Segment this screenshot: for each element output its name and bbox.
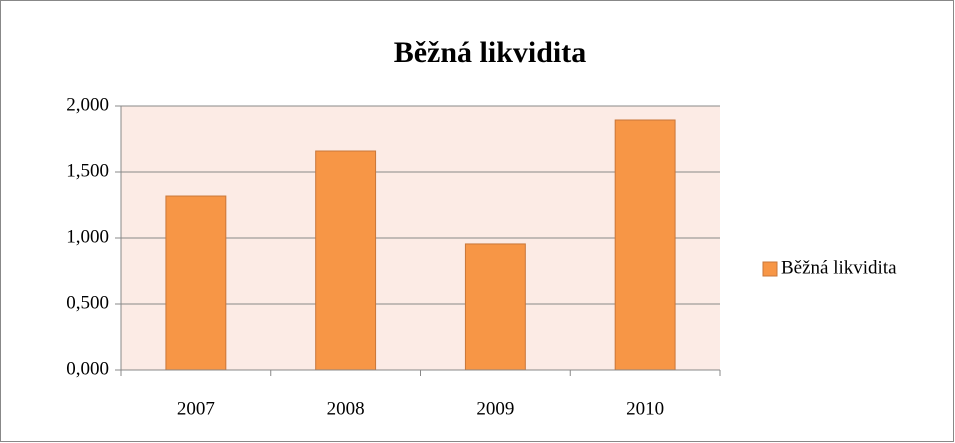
x-tick-label: 2010 bbox=[626, 398, 664, 419]
y-tick-label: 0,500 bbox=[66, 292, 109, 313]
y-tick-label: 2,000 bbox=[66, 94, 109, 115]
chart-title: Běžná likvidita bbox=[394, 36, 587, 69]
bar bbox=[165, 195, 227, 371]
x-tick-label: 2009 bbox=[476, 398, 514, 419]
y-tick-label: 1,000 bbox=[66, 226, 109, 247]
y-tick-label: 0,000 bbox=[66, 358, 109, 379]
x-tick-label: 2007 bbox=[177, 398, 215, 419]
y-tick-label: 1,500 bbox=[66, 160, 109, 181]
bar bbox=[464, 243, 526, 371]
bar bbox=[315, 150, 377, 371]
legend-label: Běžná likvidita bbox=[781, 257, 897, 278]
legend-swatch bbox=[762, 261, 778, 277]
x-tick-label: 2008 bbox=[327, 398, 365, 419]
bar bbox=[614, 119, 676, 371]
